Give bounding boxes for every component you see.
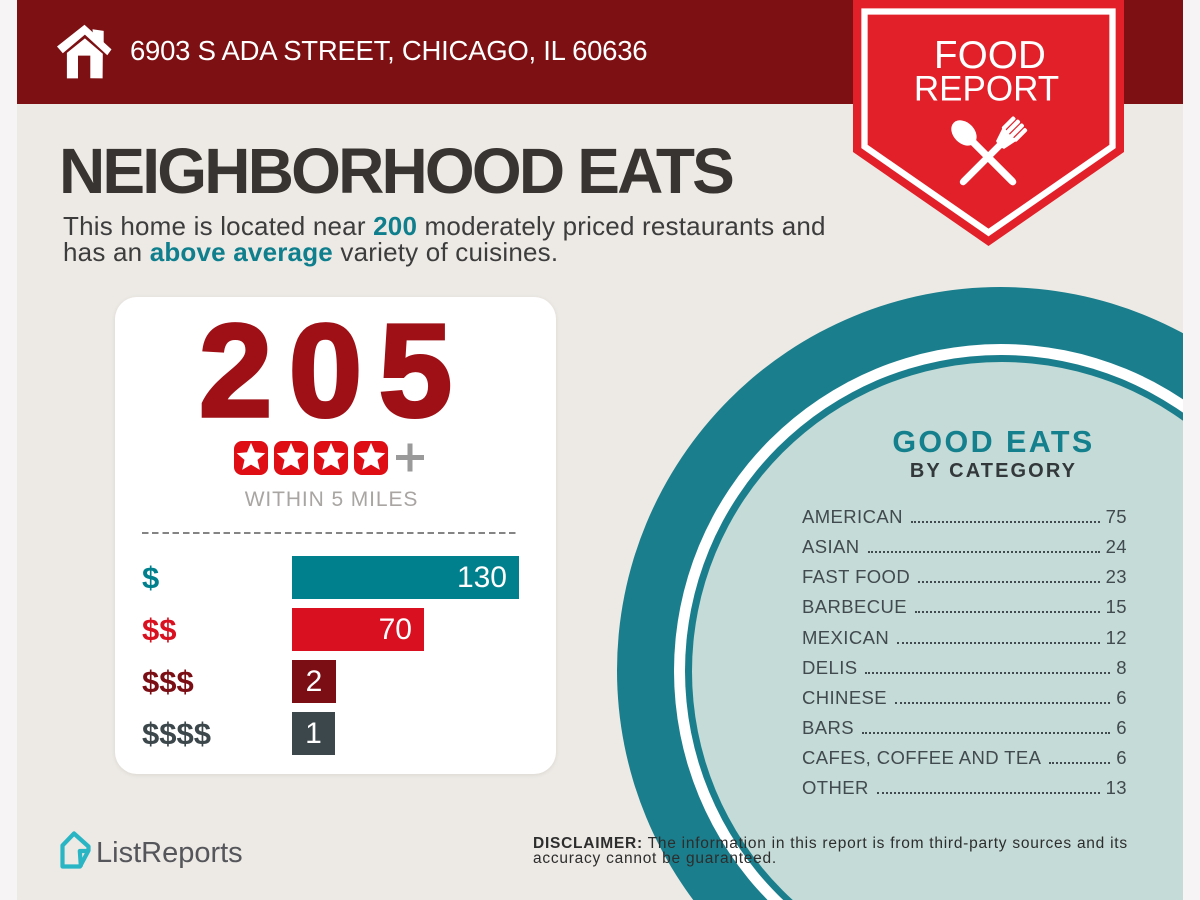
svg-text:FOOD: FOOD <box>934 34 1046 77</box>
svg-text:REPORT: REPORT <box>914 70 1059 109</box>
